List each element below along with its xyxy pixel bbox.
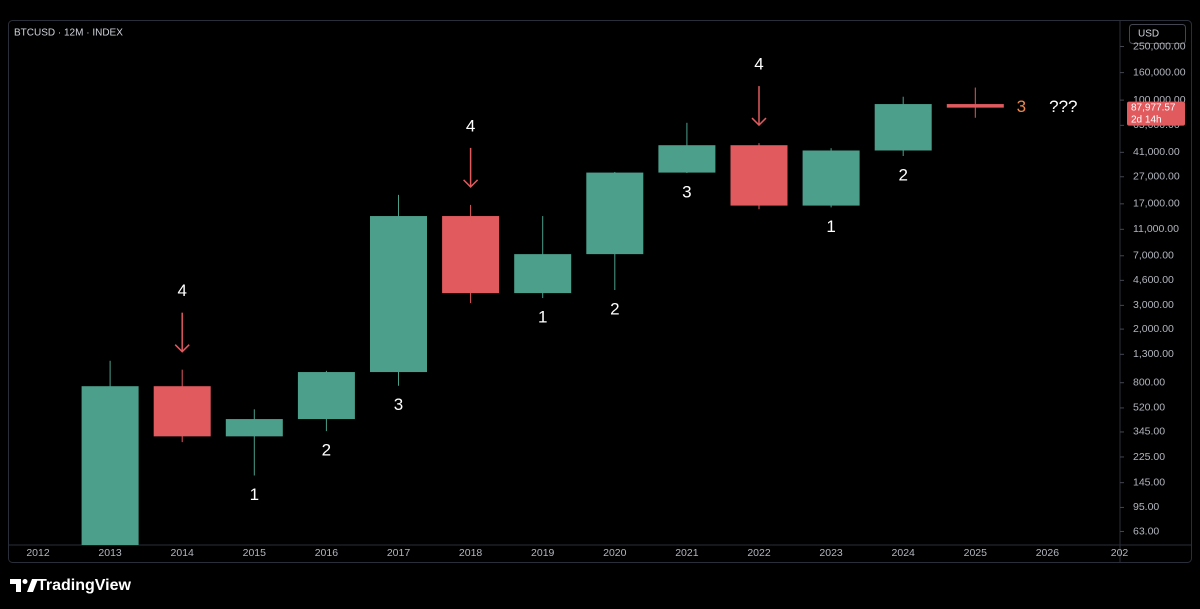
overlay: 4 1 2 3 4 1 2 3 4 1 2 3???: [174, 55, 1077, 504]
wave-label: 1: [250, 485, 259, 504]
x-tick-label: 2026: [1036, 547, 1060, 559]
wave-label: 3: [1017, 97, 1026, 116]
x-tick-label: 2018: [459, 547, 483, 559]
wave-label: 2: [610, 299, 619, 318]
y-tick-label: 4,600.00: [1133, 274, 1174, 286]
currency-button[interactable]: [1129, 24, 1186, 44]
candle-body: [874, 104, 932, 151]
candle-body: [442, 216, 500, 294]
x-tick-label: 2016: [315, 547, 339, 559]
x-tick-label: 202: [1111, 547, 1129, 559]
arrow-head: [174, 344, 190, 353]
currency-label[interactable]: USD: [1138, 29, 1159, 40]
x-tick-label: 2012: [26, 547, 50, 559]
y-tick-label: 345.00: [1133, 426, 1165, 438]
last-price-label: 87,977.57: [1131, 102, 1176, 113]
candle-body: [586, 172, 644, 255]
last-price-box: [1127, 101, 1185, 126]
y-tick-label: 2,000.00: [1133, 323, 1174, 335]
candle-body: [514, 254, 572, 294]
candle-body: [730, 145, 788, 206]
candle-body: [225, 419, 283, 437]
y-tick-label: 520.00: [1133, 402, 1165, 414]
wave-label: 1: [538, 308, 547, 327]
x-tick-label: 2022: [747, 547, 771, 559]
arrow-head: [463, 179, 479, 188]
x-tick-label: 2020: [603, 547, 627, 559]
x-tick-label: 2017: [387, 547, 411, 559]
logo-icon: [27, 579, 38, 592]
wave-label: 1: [826, 217, 835, 236]
y-tick-label: 145.00: [1133, 476, 1165, 488]
candle-body: [81, 386, 139, 545]
x-tick-label: 2023: [819, 547, 843, 559]
wave-label: 2: [322, 441, 331, 460]
wave-label: 3: [394, 395, 403, 414]
y-tick-label: 27,000.00: [1133, 171, 1180, 183]
arrow-head: [751, 117, 767, 127]
y-tick-label: 250,000.00: [1133, 40, 1186, 52]
y-tick-label: 63.00: [1133, 525, 1159, 537]
x-tick-label: 2021: [675, 547, 699, 559]
y-tick-label: 95.00: [1133, 501, 1159, 513]
wave-label: ???: [1049, 97, 1077, 116]
candle-body: [153, 386, 211, 437]
candle-body: [297, 372, 355, 420]
chart-panel: [8, 20, 1192, 563]
axes: 63.00 95.00 145.00 225.00 345.00 520.00 800.00…: [26, 40, 1185, 558]
y-tick-label: 11,000.00: [1133, 223, 1179, 235]
x-tick-label: 2013: [98, 547, 122, 559]
y-tick-label: 41,000.00: [1133, 146, 1180, 158]
wave-label: 3: [682, 182, 691, 201]
plot-area: [81, 87, 1004, 545]
brand-name: TradingView: [37, 577, 132, 594]
candle-body: [946, 104, 1004, 108]
wave-label: 4: [466, 116, 475, 135]
x-tick-label: 2025: [964, 547, 988, 559]
x-tick-label: 2014: [171, 547, 195, 559]
x-tick-label: 2019: [531, 547, 555, 559]
candle-body: [370, 216, 427, 373]
wave-label: 4: [177, 281, 186, 300]
brand-logo: TradingView: [10, 577, 132, 594]
y-tick-label: 800.00: [1133, 377, 1165, 389]
countdown-label: 2d 14h: [1131, 114, 1162, 125]
y-tick-label: 1,300.00: [1133, 348, 1174, 360]
symbol-title: BTCUSD · 12M · INDEX: [14, 28, 123, 39]
y-tick-label: 160,000.00: [1133, 66, 1186, 78]
logo-icon: [22, 579, 28, 584]
y-tick-label: 225.00: [1133, 451, 1165, 463]
candle-body: [802, 150, 860, 206]
logo-icon: [10, 579, 21, 592]
y-tick-label: 3,000.00: [1133, 299, 1174, 311]
x-tick-label: 2024: [892, 547, 916, 559]
wave-label: 2: [898, 165, 907, 184]
wave-label: 4: [754, 55, 763, 74]
candle-body: [658, 145, 716, 173]
y-tick-label: 17,000.00: [1133, 198, 1180, 210]
y-tick-label: 7,000.00: [1133, 250, 1174, 262]
x-tick-label: 2015: [243, 547, 267, 559]
